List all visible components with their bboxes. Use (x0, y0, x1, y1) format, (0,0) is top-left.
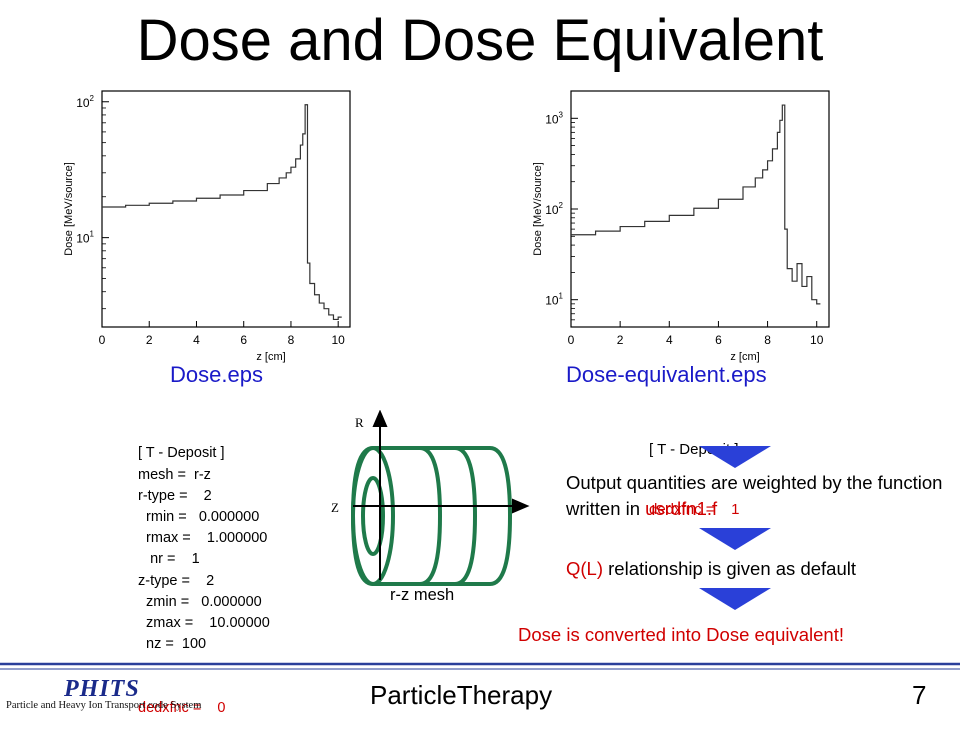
x-tick-label: 2 (617, 333, 624, 347)
y-tick-base: 10 (545, 294, 559, 308)
mesh-slice-3 (490, 448, 510, 584)
x-tick-label: 4 (666, 333, 673, 347)
y-axis-label: Dose [MeV/source] (63, 162, 75, 256)
x-tick-label: 2 (146, 333, 153, 347)
x-tick-label: 0 (99, 333, 106, 347)
input-line: rmin = 0.000000 (138, 507, 270, 528)
cylinder-face (353, 448, 393, 584)
phits-logo-subtitle: Particle and Heavy Ion Transport code Sy… (6, 700, 201, 711)
mesh-label: r-z mesh (390, 582, 454, 608)
y-tick-exponent: 1 (559, 292, 564, 301)
x-tick-label: 6 (715, 333, 722, 347)
z-axis-label: Z (331, 500, 339, 515)
x-tick-label: 6 (240, 333, 247, 347)
y-tick-exponent: 3 (559, 110, 564, 119)
y-tick-exponent: 1 (90, 230, 95, 239)
step-text: relationship is given as default (603, 558, 856, 579)
dose-series-line (102, 105, 342, 320)
slide-title: Dose and Dose Equivalent (0, 8, 960, 74)
plot-frame (102, 91, 350, 327)
phits-logo: PHITS (64, 676, 140, 703)
page-number: 7 (912, 680, 926, 711)
y-tick-base: 10 (545, 203, 559, 217)
y-axis-label: Dose [MeV/source] (532, 162, 544, 256)
down-arrow-icon (699, 446, 771, 468)
input-line: nz = 100 (138, 634, 270, 655)
input-line: zmax = 10.00000 (138, 613, 270, 634)
x-tick-label: 10 (332, 333, 346, 347)
caption-dose-equivalent: Dose-equivalent.eps (566, 362, 767, 388)
y-tick-label: 102 (76, 94, 94, 110)
y-tick-label: 101 (76, 230, 94, 246)
y-tick-exponent: 2 (559, 201, 564, 210)
input-line: nr = 1 (138, 549, 270, 570)
r-axis-label: R (355, 415, 364, 430)
y-tick-label: 102 (545, 201, 563, 217)
ql-term: Q(L) (566, 558, 603, 579)
down-arrow-icon (699, 528, 771, 550)
y-tick-base: 10 (76, 96, 90, 110)
x-tick-label: 8 (764, 333, 771, 347)
step-text: Output quantities are weighted by the fu… (566, 472, 942, 519)
step-ql-relationship: Q(L) relationship is given as default (566, 556, 896, 582)
rz-mesh-diagram: R Z (325, 410, 545, 600)
input-line: [ T - Deposit ] (138, 443, 270, 464)
caption-dose: Dose.eps (170, 362, 263, 388)
input-line: r-type = 2 (138, 486, 270, 507)
input-line: z-type = 2 (138, 571, 270, 592)
usrdfn-filename: usrdfn1.f (645, 498, 717, 519)
down-arrow-icon (699, 588, 771, 610)
y-tick-label: 101 (545, 292, 563, 308)
input-line: rmax = 1.000000 (138, 528, 270, 549)
y-tick-exponent: 2 (90, 94, 95, 103)
x-tick-label: 10 (810, 333, 824, 347)
step-weighted-output: Output quantities are weighted by the fu… (566, 470, 946, 522)
input-line: zmin = 0.000000 (138, 592, 270, 613)
conclusion-text: Dose is converted into Dose equivalent! (518, 622, 844, 648)
plot-frame (571, 91, 829, 327)
footer-title: ParticleTherapy (370, 680, 552, 711)
input-line: mesh = r-z (138, 465, 270, 486)
z-axis-arrowhead (513, 500, 527, 512)
mesh-slice-1 (420, 448, 440, 584)
y-tick-base: 10 (76, 232, 90, 246)
dose-series-line (571, 105, 820, 304)
x-tick-label: 4 (193, 333, 200, 347)
y-tick-base: 10 (545, 112, 559, 126)
r-axis-arrowhead (374, 412, 386, 426)
y-tick-label: 103 (545, 110, 563, 126)
mesh-slice-2 (455, 448, 475, 584)
x-tick-label: 8 (288, 333, 295, 347)
x-tick-label: 0 (568, 333, 575, 347)
